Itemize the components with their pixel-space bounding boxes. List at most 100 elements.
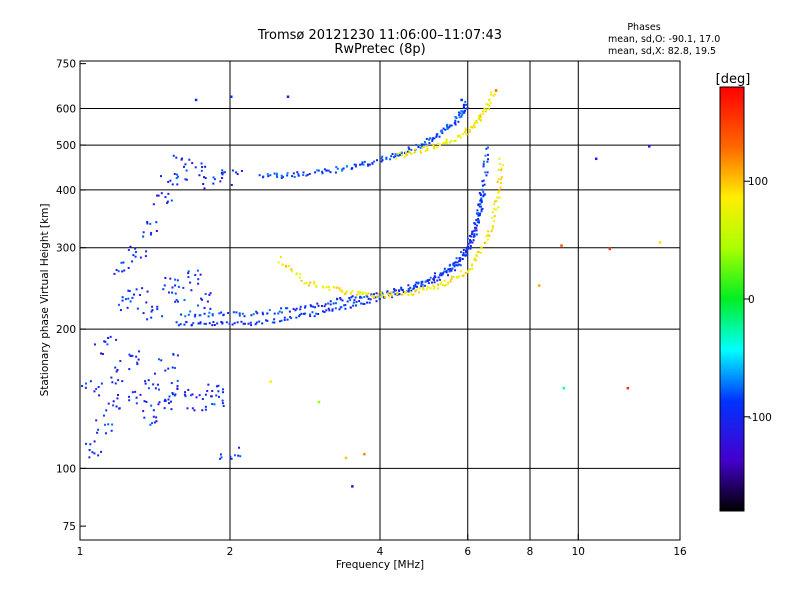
data-point (117, 270, 120, 273)
data-point (484, 171, 487, 174)
data-point (426, 279, 429, 282)
data-point (280, 311, 283, 314)
data-point (424, 280, 427, 283)
data-point (391, 296, 394, 299)
colorbar-tick-label: 100 (748, 176, 768, 188)
data-point (336, 167, 339, 170)
data-point (115, 405, 118, 408)
data-point (176, 354, 179, 357)
data-point (399, 151, 402, 154)
data-point (116, 368, 119, 371)
data-point (131, 296, 134, 299)
data-point (279, 320, 282, 323)
data-point (388, 293, 391, 296)
data-point (477, 117, 480, 120)
data-point (233, 454, 236, 457)
data-point (448, 270, 451, 273)
data-point (271, 321, 274, 324)
data-point (280, 307, 283, 310)
phases-heading: Phases (627, 22, 660, 33)
data-point (219, 453, 222, 456)
data-point (452, 275, 455, 278)
data-point (451, 267, 454, 270)
data-point (135, 355, 138, 358)
data-point (486, 103, 489, 106)
data-point (480, 199, 483, 202)
data-point (176, 279, 179, 282)
data-point (433, 276, 436, 279)
data-point (392, 156, 395, 159)
data-point (488, 98, 491, 101)
data-point (393, 289, 396, 292)
data-point (461, 113, 464, 116)
data-point (196, 269, 199, 272)
data-point (201, 409, 204, 412)
data-point (269, 380, 272, 383)
data-point (373, 160, 376, 163)
data-point (440, 273, 443, 276)
data-point (413, 151, 416, 154)
data-point (152, 383, 155, 386)
data-point (360, 296, 363, 299)
data-point (97, 454, 100, 457)
data-point (478, 213, 481, 216)
data-point (427, 282, 430, 285)
data-point (472, 239, 475, 242)
y-axis-label: Stationary phase Virtual Height [km] (39, 204, 51, 397)
data-point (409, 151, 412, 154)
data-point (203, 176, 206, 179)
y-tick-label: 300 (56, 243, 76, 255)
data-point (321, 172, 324, 175)
data-point (344, 456, 348, 460)
data-point (479, 202, 482, 205)
data-point (480, 197, 483, 200)
data-point (464, 128, 467, 131)
data-point (475, 259, 478, 262)
data-point (479, 115, 482, 118)
data-point (199, 322, 202, 325)
data-point (177, 175, 180, 178)
data-point (349, 299, 352, 302)
data-point (174, 278, 177, 281)
data-point (454, 115, 457, 118)
data-point (336, 297, 339, 300)
data-point (186, 407, 189, 410)
data-point (219, 180, 222, 183)
data-point (425, 137, 428, 140)
data-point (220, 320, 223, 323)
x-tick-label: 16 (673, 546, 687, 558)
data-point (93, 452, 96, 455)
data-point (236, 321, 239, 324)
data-point (183, 299, 186, 302)
data-point (442, 127, 445, 130)
data-point (332, 302, 335, 305)
data-point (462, 251, 465, 254)
data-point (447, 127, 450, 130)
data-point (192, 322, 195, 325)
data-point (261, 322, 264, 325)
data-point (199, 273, 202, 276)
data-point (410, 152, 413, 155)
x-tick-label: 4 (377, 546, 384, 558)
data-point (415, 285, 418, 288)
data-point (127, 249, 130, 252)
data-point (442, 284, 445, 287)
data-point (198, 174, 201, 177)
data-point (166, 201, 169, 204)
data-point (414, 283, 417, 286)
data-point (137, 358, 140, 361)
data-point (462, 107, 465, 110)
data-point (146, 290, 149, 293)
data-point (475, 233, 478, 236)
data-point (360, 163, 363, 166)
data-point (286, 318, 289, 321)
data-point (216, 322, 219, 325)
data-point (350, 167, 353, 170)
data-point (404, 151, 407, 154)
data-point (363, 160, 366, 163)
data-point (421, 143, 424, 146)
data-point (381, 294, 384, 297)
data-point (485, 174, 488, 177)
data-point (229, 455, 232, 458)
data-point (404, 291, 407, 294)
